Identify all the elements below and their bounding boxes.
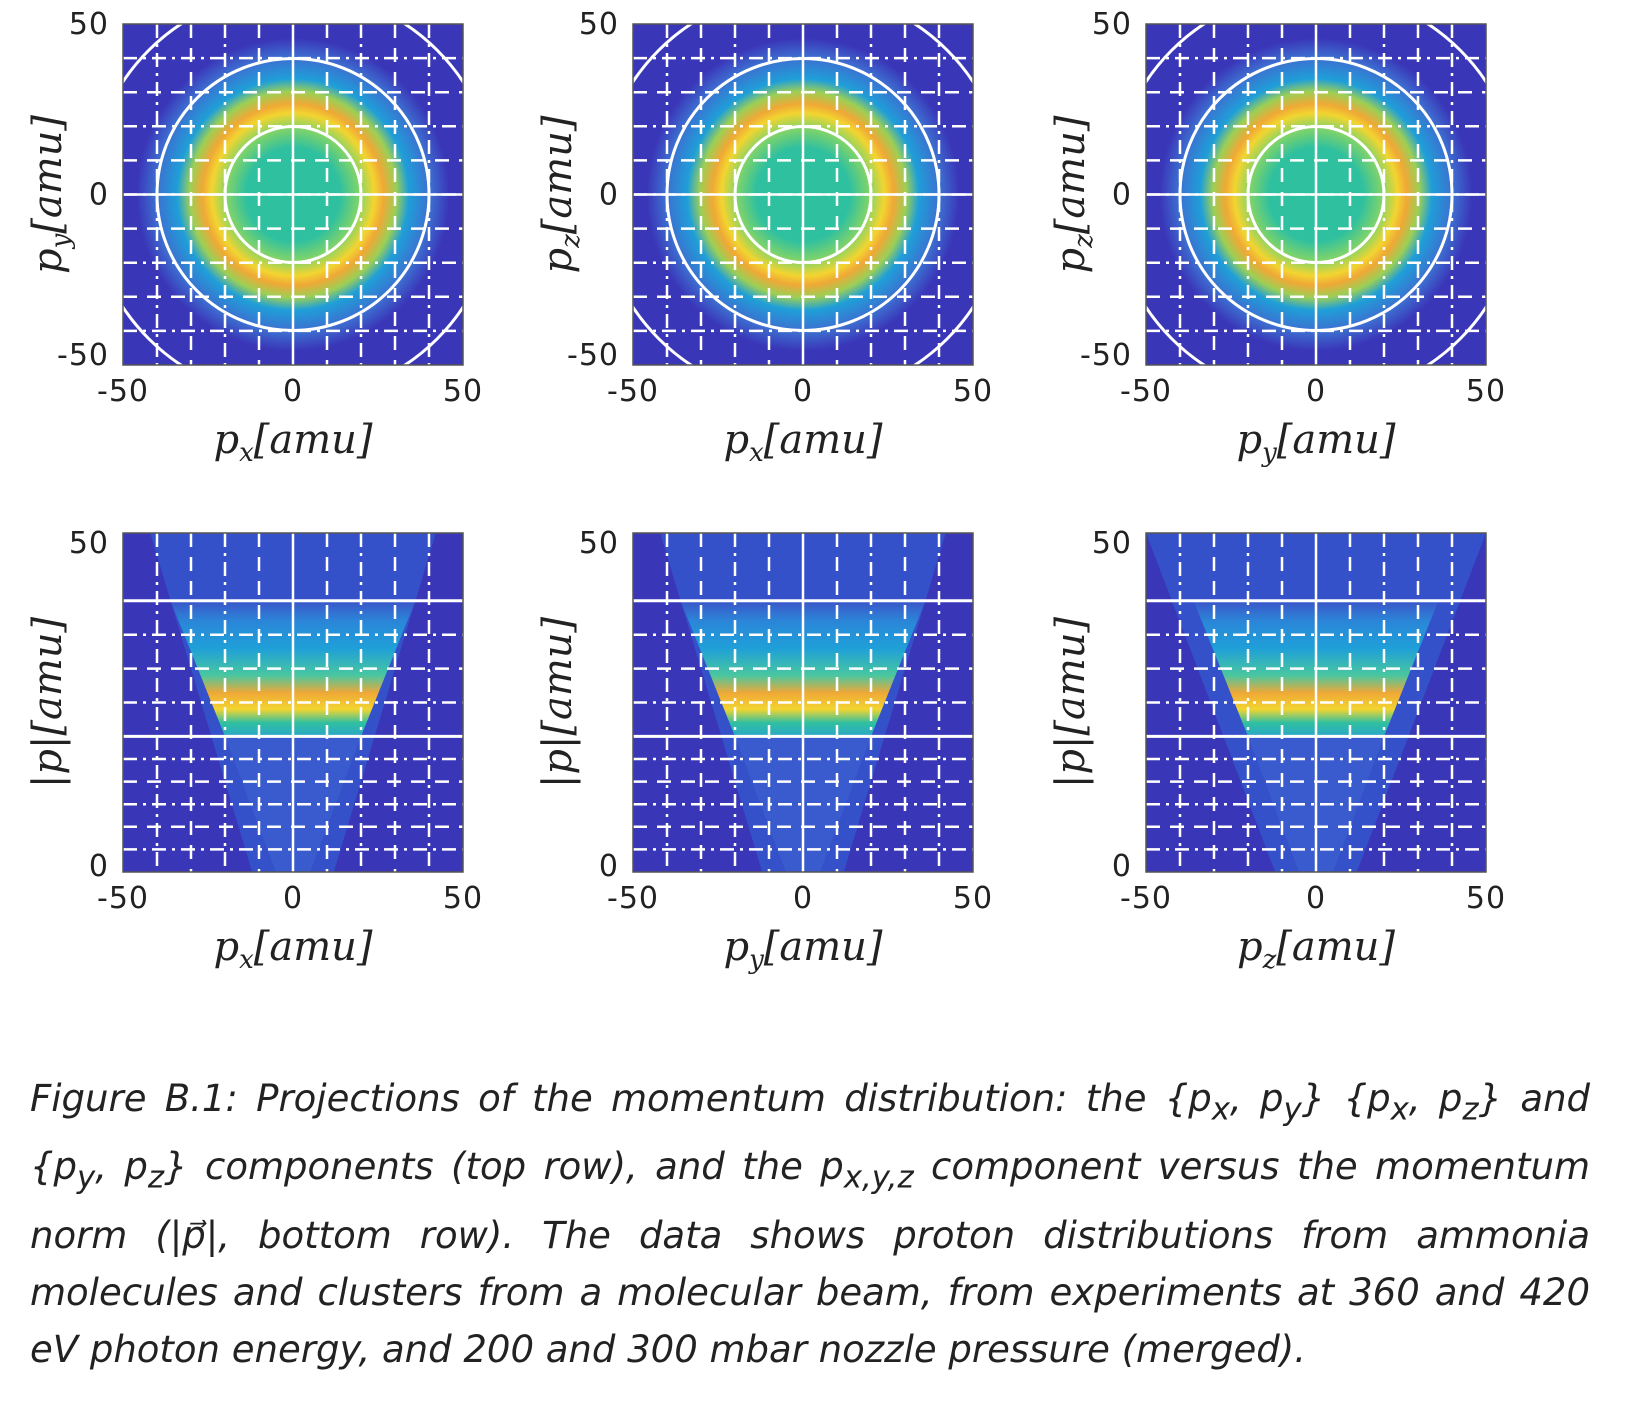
y-tick-label: 50 [69,7,109,42]
caption-lead: Figure B.1: Projections of the momentum … [30,1077,1165,1120]
x-tick-label: 0 [283,374,303,409]
panel-top-1: -50 0 50 50 0 -50 px[amu] py[amu] [25,7,483,468]
heatmap-top-1 [123,24,463,365]
panel-top-2: -50 0 50 50 0 -50 px[amu] pz[amu] [535,7,993,468]
x-tick-label: 50 [443,881,483,916]
y-tick-label: 50 [579,7,619,42]
x-axis-label: py[amu] [1236,417,1395,468]
y-axis-label: pz[amu] [1048,115,1099,273]
x-axis-label: px[amu] [213,417,372,468]
x-tick-label: -50 [607,374,659,409]
y-tick-label: -50 [57,338,109,373]
caption-pxyz: px,y,z [820,1145,914,1196]
x-tick-label: 0 [1306,881,1326,916]
y-axis-label: py[amu] [25,115,76,274]
panel-frame [1145,532,1487,873]
x-tick-label: 50 [443,374,483,409]
caption-part-2: components (top row), and the [187,1145,821,1189]
y-tick-label: 0 [89,178,109,213]
panel-frame [122,23,464,366]
caption-part-4: , bottom row). The data shows proton dis… [30,1213,1590,1371]
overlay-circle-1 [223,125,363,264]
y-tick-label: 50 [1092,7,1132,42]
heatmap-bottom-1 [123,533,463,872]
x-tick-label: 50 [1466,374,1506,409]
x-tick-label: -50 [97,881,149,916]
heatmap-bottom-3 [1146,533,1486,872]
panel-frame [632,532,974,873]
x-tick-label: -50 [1120,881,1172,916]
overlay-circle-1 [733,125,873,264]
x-tick-label: 50 [953,374,993,409]
panel-frame [1145,23,1487,366]
figure-caption: Figure B.1: Projections of the momentum … [30,1070,1590,1378]
x-axis-label: py[amu] [723,924,882,975]
y-axis-label: pz[amu] [535,115,586,273]
x-tick-label: 0 [793,881,813,916]
x-tick-label: -50 [97,374,149,409]
caption-set-1: {px, py} [1164,1077,1344,1128]
caption-part-3: component versus the momentum norm ( [30,1145,1590,1257]
panel-frame [632,23,974,366]
x-tick-label: -50 [1120,374,1172,409]
y-axis-label: |p|[amu] [535,616,581,788]
y-axis-label: |p|[amu] [1048,616,1094,788]
overlay-circle-2 [155,57,431,332]
y-tick-label: 0 [1112,178,1132,213]
heatmap-bottom-2 [633,533,973,872]
heatmap-top-2 [633,24,973,365]
x-tick-label: 0 [793,374,813,409]
x-tick-label: 0 [283,881,303,916]
overlay-circle-2 [665,57,941,332]
figure-panels: -50 0 50 50 0 -50 px[amu] py[amu] -50 0 50 50 0 -50 px… [25,7,1506,975]
y-tick-label: 50 [69,526,109,561]
x-tick-label: 50 [953,881,993,916]
overlay-circle-2 [1178,57,1454,332]
y-tick-label: 50 [1092,526,1132,561]
y-tick-label: -50 [567,338,619,373]
panel-frame [122,532,464,873]
y-axis-label: |p|[amu] [25,616,71,788]
panel-top-3: -50 0 50 50 0 -50 py[amu] pz[amu] [1048,7,1506,468]
caption-and: and [1502,1077,1591,1120]
heatmap-top-3 [1146,24,1486,365]
y-tick-label: -50 [1080,338,1132,373]
caption-norm: |p⃗| [169,1213,219,1257]
x-tick-label: 0 [1306,374,1326,409]
x-axis-label: pz[amu] [1237,924,1395,975]
x-tick-label: -50 [607,881,659,916]
y-tick-label: 50 [579,526,619,561]
y-tick-label: 0 [89,849,109,884]
overlay-circle-1 [1246,125,1386,264]
x-tick-label: 50 [1466,881,1506,916]
y-tick-label: 0 [599,178,619,213]
caption-set-3: {py, pz} [30,1145,188,1196]
x-axis-label: px[amu] [213,924,372,975]
caption-set-2: {px, pz} [1343,1077,1503,1128]
x-axis-label: px[amu] [723,417,882,468]
y-tick-label: 0 [599,849,619,884]
y-tick-label: 0 [1112,849,1132,884]
